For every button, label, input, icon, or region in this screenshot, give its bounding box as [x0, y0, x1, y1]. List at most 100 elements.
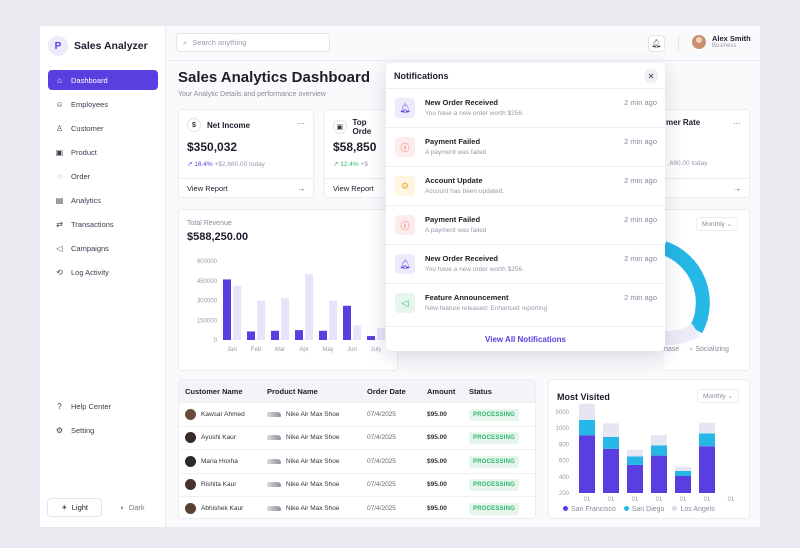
sidebar-bottom-nav: ? Help Center ⚙ Setting [48, 396, 158, 444]
notification-item[interactable]: ⓘ Payment Failed A payment was failed 2 … [386, 205, 665, 244]
sidebar-item-setting[interactable]: ⚙ Setting [48, 420, 158, 440]
order-date: 07/4/2025 [367, 504, 396, 512]
customer-name: Kawsar Ahmed [201, 410, 245, 418]
search-input[interactable]: ⌕ Search anything [176, 33, 330, 52]
col-order-date: Order Date [367, 386, 406, 396]
visits-bar-segment [603, 436, 619, 449]
amount: $95.00 [427, 410, 447, 418]
theme-dark-label: Dark [128, 503, 145, 512]
notification-time: 2 min ago [624, 176, 657, 185]
table-row[interactable]: Kawsar Ahmed Nike Air Max Shoe 07/4/2025… [179, 402, 535, 426]
sidebar-item-product[interactable]: ▣ Product [48, 142, 158, 162]
view-all-notifications-link[interactable]: View All Notifications [386, 326, 665, 351]
revenue-bar [305, 274, 313, 340]
sidebar-nav: ⌂ Dashboard ☺ Employees ♙ Customer ▣ Pro… [48, 70, 158, 286]
table-row[interactable]: Rishita Kaur Nike Air Max Shoe 07/4/2025… [179, 472, 535, 497]
revenue-bar [343, 305, 351, 340]
view-report-link[interactable]: View Report → [179, 178, 313, 198]
sidebar-item-customer[interactable]: ♙ Customer [48, 118, 158, 138]
table-row[interactable]: Maria Hoxha Nike Air Max Shoe 07/4/2025 … [179, 449, 535, 473]
orders-table: Customer Name Product Name Order Date Am… [178, 379, 536, 519]
theme-switcher: ☀ Light ◐ Dark [47, 498, 159, 517]
x-tick-label: Jun [347, 347, 357, 353]
stat-change-note: +$2,680.00 today [214, 161, 265, 168]
status-badge: PROCESSING [469, 432, 520, 445]
notification-title: Feature Announcement [425, 293, 509, 302]
view-report-label: View Report [333, 184, 374, 193]
box-icon: ▣ [55, 147, 64, 157]
sidebar-item-analytics[interactable]: ▤ Analytics [48, 190, 158, 210]
view-report-link[interactable]: View Report [325, 178, 386, 198]
stat-change-note: +$ [360, 161, 368, 168]
legend-item: Los Angels [672, 506, 715, 513]
gear-icon: ⚙ [55, 425, 64, 435]
donut-chart [664, 241, 710, 346]
notification-item[interactable]: ⓘ Payment Failed A payment was failed 2 … [386, 127, 665, 166]
theme-light-button[interactable]: ☀ Light [47, 498, 102, 517]
stat-change-percent: 16.4% [194, 161, 213, 168]
sidebar-item-dashboard[interactable]: ⌂ Dashboard [48, 70, 158, 90]
revenue-bar [223, 279, 231, 340]
sidebar-item-employees[interactable]: ☺ Employees [48, 94, 158, 114]
notification-time: 2 min ago [624, 98, 657, 107]
more-icon[interactable]: ··· [733, 119, 741, 128]
y-tick-label: 0 [214, 338, 218, 344]
visits-bar-segment [675, 470, 691, 476]
notification-item[interactable]: 🔔︎ New Order Received You have a new ord… [386, 88, 665, 127]
theme-dark-button[interactable]: ◐ Dark [106, 498, 159, 517]
users-icon: ☺ [55, 99, 64, 109]
brand-name: Sales Analyzer [74, 40, 148, 52]
notification-item[interactable]: ⚙ Account Update Account has been update… [386, 166, 665, 205]
notification-text: A payment was failed [425, 149, 487, 156]
shoe-icon [267, 505, 281, 511]
product-name: Nike Air Max Shoe [286, 504, 340, 512]
visits-bar-segment [675, 466, 691, 471]
visits-bar-segment [603, 448, 619, 493]
stat-card-net-income: $ Net Income ··· $350,032 ↗ 16.4% +$2,68… [178, 109, 314, 198]
avatar [692, 34, 706, 49]
sidebar-item-help-center[interactable]: ? Help Center [48, 396, 158, 416]
revenue-bar [233, 286, 241, 340]
sidebar-item-campaigns[interactable]: ◁ Campaigns [48, 238, 158, 258]
stat-change: ↗ 12.4% +$ [333, 160, 368, 168]
notification-item[interactable]: ◁ Feature Announcement New feature relea… [386, 283, 665, 322]
visits-bar-segment [627, 456, 643, 465]
y-tick-label: 400 [559, 475, 570, 481]
chevron-down-icon: ⌄ [726, 221, 733, 228]
y-tick-label: 450000 [197, 279, 218, 285]
trend-up-icon: ↗ [187, 161, 193, 168]
y-tick-label: 5000 [556, 410, 570, 416]
view-report-link[interactable]: → [664, 178, 749, 198]
period-dropdown[interactable]: Monthly ⌄ [697, 389, 740, 403]
user-profile[interactable]: Alex Smith Business [692, 34, 751, 49]
notification-text: You have a new order worth $256. [425, 110, 524, 117]
status-badge: PROCESSING [469, 455, 520, 468]
period-dropdown[interactable]: Monthly ⌄ [696, 217, 739, 231]
sidebar-item-log-activity[interactable]: ⟲ Log Activity [48, 262, 158, 282]
visits-bar-segment [627, 449, 643, 457]
legend-item-label: Socializing [695, 346, 729, 353]
help-icon: ? [57, 401, 62, 411]
bell-icon: 🔔︎ [395, 98, 415, 118]
customer-name: Maria Hoxha [201, 457, 238, 465]
revenue-bar [377, 328, 385, 340]
notification-title: Payment Failed [425, 137, 481, 146]
customer-name: Ayushi Kaur [201, 434, 236, 442]
sidebar-item-order[interactable]: ◌ Order [48, 166, 158, 186]
donut-segment-blue [664, 241, 710, 334]
notification-bell-button[interactable]: 🔔︎ [648, 35, 665, 52]
close-button[interactable]: ✕ [644, 69, 658, 83]
table-row[interactable]: Abhishek Kaur Nike Air Max Shoe 07/4/202… [179, 496, 535, 520]
sidebar-item-transactions[interactable]: ⇄ Transactions [48, 214, 158, 234]
brand[interactable]: P Sales Analyzer [48, 36, 148, 56]
stat-change-note: ,680.00 today [668, 160, 708, 167]
avatar [185, 502, 196, 514]
header-border [166, 60, 760, 61]
revenue-bar [295, 330, 303, 340]
sidebar-item-label: Transactions [71, 219, 114, 229]
stat-value: $350,032 [187, 140, 238, 154]
x-tick-label: 01 [632, 497, 639, 503]
table-row[interactable]: Ayushi Kaur Nike Air Max Shoe 07/4/2025 … [179, 425, 535, 450]
more-icon[interactable]: ··· [297, 119, 305, 128]
notification-item[interactable]: 🔔︎ New Order Received You have a new ord… [386, 244, 665, 283]
